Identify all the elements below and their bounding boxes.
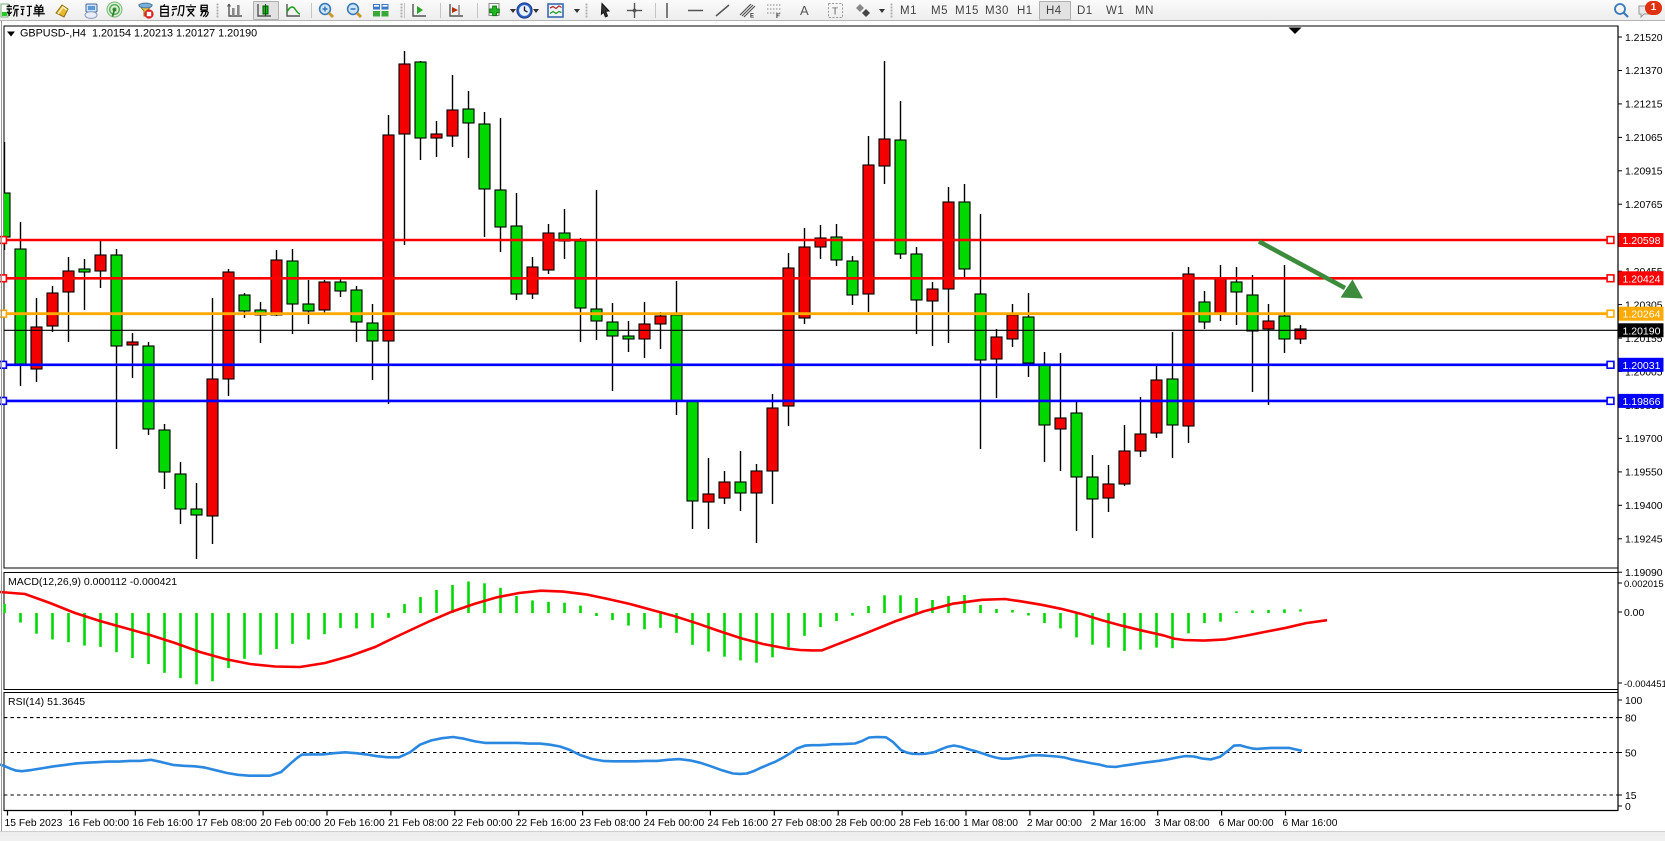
svg-text:2 Mar 00:00: 2 Mar 00:00 — [1027, 818, 1082, 829]
svg-text:15: 15 — [1625, 791, 1637, 802]
svg-text:1.20305: 1.20305 — [1625, 300, 1663, 311]
svg-text:6 Mar 00:00: 6 Mar 00:00 — [1219, 818, 1274, 829]
svg-text:1.19245: 1.19245 — [1625, 535, 1663, 546]
svg-text:20 Feb 16:00: 20 Feb 16:00 — [324, 818, 385, 829]
svg-text:3 Mar 08:00: 3 Mar 08:00 — [1155, 818, 1210, 829]
svg-text:6 Mar 16:00: 6 Mar 16:00 — [1283, 818, 1338, 829]
svg-text:-0.004451: -0.004451 — [1624, 679, 1665, 690]
svg-text:27 Feb 08:00: 27 Feb 08:00 — [771, 818, 832, 829]
svg-text:1.20915: 1.20915 — [1625, 167, 1663, 178]
svg-text:16 Feb 00:00: 16 Feb 00:00 — [68, 818, 129, 829]
svg-text:1.20264: 1.20264 — [1623, 309, 1661, 321]
svg-text:1.21370: 1.21370 — [1625, 66, 1663, 77]
svg-text:24 Feb 16:00: 24 Feb 16:00 — [707, 818, 768, 829]
svg-text:F: F — [776, 13, 780, 20]
svg-text:1.19400: 1.19400 — [1625, 501, 1663, 512]
svg-text:1.21520: 1.21520 — [1625, 33, 1663, 44]
svg-text:0.002015: 0.002015 — [1624, 579, 1664, 590]
svg-text:1.19550: 1.19550 — [1625, 468, 1663, 479]
svg-text:RSI(14) 51.3645: RSI(14) 51.3645 — [8, 696, 85, 708]
svg-text:GBPUSD-,H4 1.20154 1.20213 1.: GBPUSD-,H4 1.20154 1.20213 1.20127 1.201… — [20, 28, 257, 40]
svg-text:28 Feb 00:00: 28 Feb 00:00 — [835, 818, 896, 829]
svg-text:28 Feb 16:00: 28 Feb 16:00 — [899, 818, 960, 829]
svg-text:23 Feb 08:00: 23 Feb 08:00 — [580, 818, 641, 829]
svg-text:E: E — [750, 14, 754, 20]
svg-text:1.21065: 1.21065 — [1625, 133, 1663, 144]
svg-text:22 Feb 16:00: 22 Feb 16:00 — [516, 818, 577, 829]
svg-text:1.19090: 1.19090 — [1625, 568, 1663, 579]
svg-text:100: 100 — [1625, 696, 1643, 707]
svg-text:1.19866: 1.19866 — [1623, 396, 1661, 408]
svg-text:1 Mar 08:00: 1 Mar 08:00 — [963, 818, 1018, 829]
svg-text:50: 50 — [1625, 748, 1637, 759]
svg-text:1.19700: 1.19700 — [1625, 434, 1663, 445]
svg-text:21 Feb 08:00: 21 Feb 08:00 — [388, 818, 449, 829]
svg-text:MACD(12,26,9) 0.000112 -0.0004: MACD(12,26,9) 0.000112 -0.000421 — [8, 576, 177, 588]
svg-text:0: 0 — [1625, 802, 1631, 813]
svg-text:1.21215: 1.21215 — [1625, 100, 1663, 111]
svg-text:15 Feb 2023: 15 Feb 2023 — [5, 818, 63, 829]
svg-text:24 Feb 00:00: 24 Feb 00:00 — [644, 818, 705, 829]
svg-text:1.20031: 1.20031 — [1623, 360, 1661, 372]
svg-text:16 Feb 16:00: 16 Feb 16:00 — [132, 818, 193, 829]
svg-text:1.20765: 1.20765 — [1625, 200, 1663, 211]
svg-text:20 Feb 00:00: 20 Feb 00:00 — [260, 818, 321, 829]
svg-text:80: 80 — [1625, 713, 1637, 724]
svg-text:1.20155: 1.20155 — [1625, 334, 1663, 345]
svg-text:T: T — [832, 7, 838, 18]
svg-text:22 Feb 00:00: 22 Feb 00:00 — [452, 818, 513, 829]
svg-text:17 Feb 08:00: 17 Feb 08:00 — [196, 818, 257, 829]
svg-text:0.00: 0.00 — [1624, 608, 1644, 619]
svg-text:1.20005: 1.20005 — [1625, 367, 1663, 378]
svg-text:1.20424: 1.20424 — [1623, 273, 1661, 285]
svg-text:1.20190: 1.20190 — [1623, 325, 1661, 337]
svg-text:2 Mar 16:00: 2 Mar 16:00 — [1091, 818, 1146, 829]
svg-text:1.20598: 1.20598 — [1623, 235, 1661, 247]
